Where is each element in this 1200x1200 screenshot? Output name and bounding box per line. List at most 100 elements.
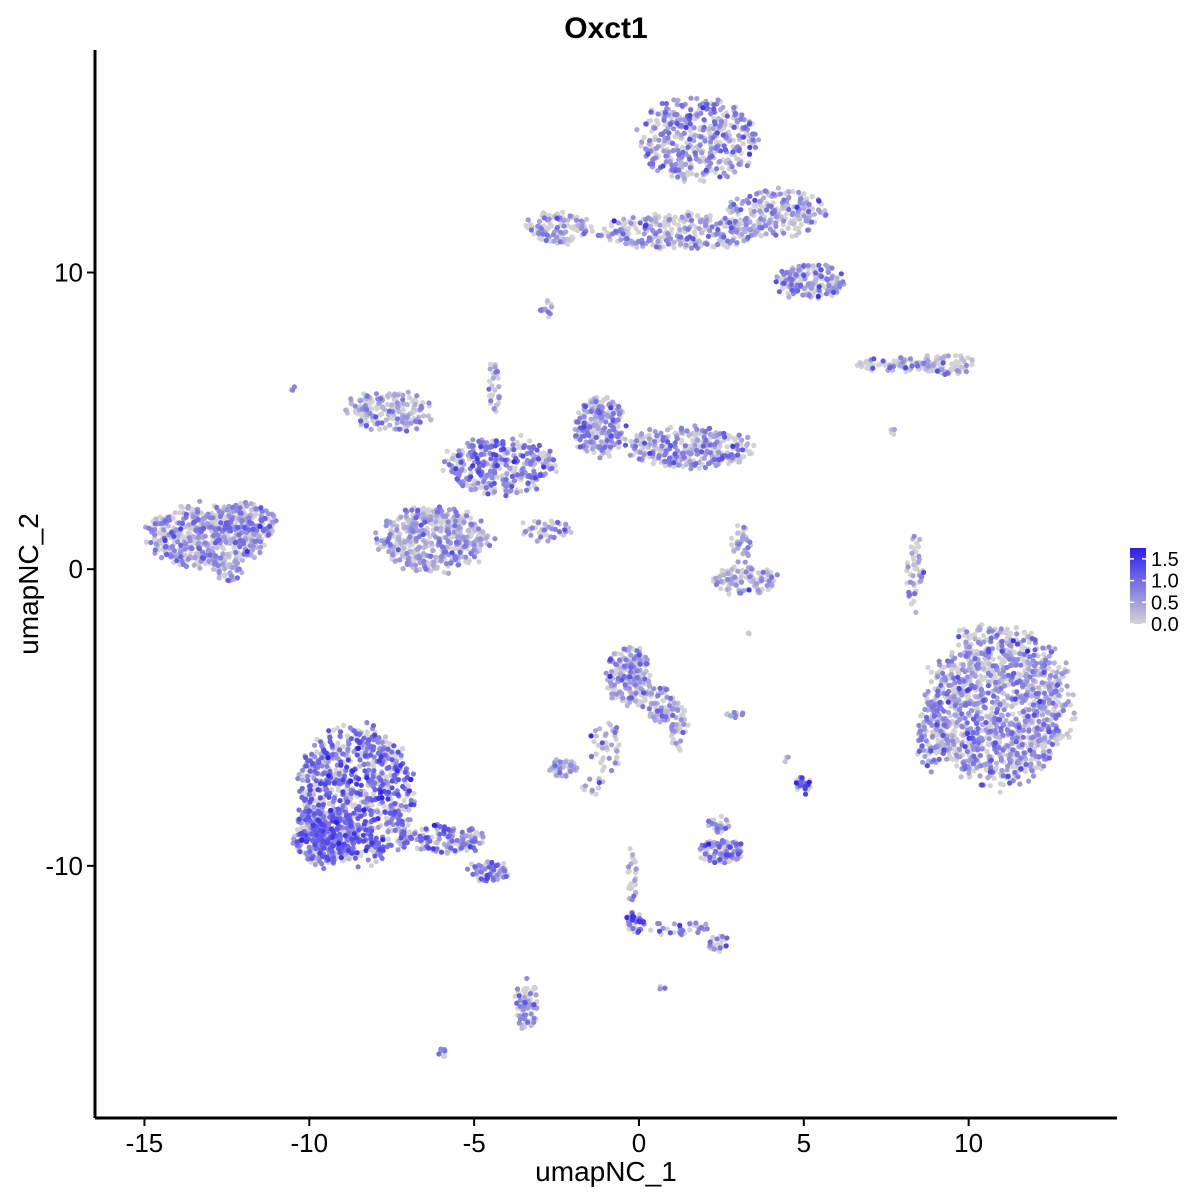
- cell-point: [978, 673, 984, 679]
- cell-point: [751, 202, 757, 208]
- cell-point: [590, 446, 596, 452]
- cell-point: [671, 97, 677, 103]
- cell-point: [652, 700, 658, 706]
- cell-point: [401, 545, 407, 551]
- cell-point: [987, 783, 993, 789]
- cell-point: [541, 450, 547, 456]
- cell-point: [737, 459, 743, 465]
- cell-point: [531, 984, 538, 991]
- cell-point: [984, 748, 990, 755]
- cell-point: [747, 451, 753, 457]
- cell-point: [1035, 685, 1041, 691]
- cell-point: [965, 355, 971, 361]
- cell-point: [638, 143, 644, 149]
- cell-point: [687, 927, 693, 933]
- cell-point: [177, 510, 183, 516]
- cell-point: [396, 537, 402, 543]
- cell-point: [401, 401, 407, 407]
- cell-point: [687, 128, 693, 134]
- cell-point: [294, 827, 301, 833]
- cell-point: [944, 756, 950, 762]
- cell-point: [405, 822, 411, 828]
- cell-point: [729, 535, 735, 542]
- cell-point: [346, 856, 352, 862]
- cell-point: [357, 398, 364, 404]
- cell-point: [433, 519, 439, 525]
- cell-point: [740, 141, 746, 147]
- cell-point: [977, 627, 983, 633]
- cell-point: [674, 101, 680, 108]
- cell-point: [373, 530, 379, 536]
- cell-point: [382, 425, 388, 431]
- cell-point: [1063, 660, 1069, 666]
- cell-point: [686, 432, 692, 439]
- cell-point: [405, 389, 411, 395]
- cell-point: [689, 171, 695, 177]
- cell-point: [239, 557, 245, 563]
- cell-point: [1026, 778, 1032, 784]
- cell-point: [1022, 629, 1028, 636]
- cell-point: [178, 503, 184, 509]
- cell-point: [398, 514, 404, 520]
- cell-point: [815, 207, 822, 213]
- cell-point: [428, 540, 434, 546]
- cell-point: [811, 211, 818, 217]
- cell-point: [533, 992, 539, 998]
- cell-point: [1023, 673, 1029, 679]
- cell-point: [214, 545, 220, 551]
- cell-point: [726, 591, 732, 597]
- cell-point: [473, 486, 479, 492]
- cell-point: [754, 581, 760, 587]
- cell-point: [808, 285, 814, 291]
- cell-point: [724, 444, 730, 450]
- cell-point: [543, 532, 549, 538]
- cell-point: [911, 562, 917, 568]
- cell-point: [197, 498, 203, 504]
- cell-point: [1067, 727, 1074, 733]
- cell-point: [1052, 695, 1058, 701]
- cell-point: [523, 223, 529, 229]
- cell-point: [389, 402, 395, 408]
- cell-point: [623, 241, 629, 247]
- cell-point: [375, 824, 381, 831]
- cell-point: [949, 361, 955, 367]
- cell-point: [593, 733, 599, 739]
- cell-point: [622, 436, 628, 442]
- cell-point: [387, 422, 393, 428]
- cell-point: [490, 375, 496, 381]
- cell-point: [675, 222, 681, 228]
- cell-point: [501, 861, 507, 867]
- cell-point: [655, 121, 661, 127]
- cell-point: [960, 662, 966, 668]
- cell-point: [619, 221, 626, 228]
- cell-point: [707, 431, 713, 437]
- cell-point: [430, 547, 436, 554]
- cell-point: [720, 104, 726, 110]
- cell-point: [1072, 715, 1078, 722]
- cell-point: [980, 666, 986, 672]
- cell-point: [789, 220, 795, 226]
- cell-point: [953, 713, 959, 719]
- cell-point: [941, 354, 947, 360]
- cell-point: [908, 544, 914, 550]
- cell-point: [735, 559, 741, 565]
- cell-point: [219, 544, 225, 550]
- cell-point: [225, 551, 231, 558]
- cell-point: [755, 570, 762, 576]
- cell-point: [400, 566, 406, 572]
- chart-title: Oxct1: [564, 12, 647, 45]
- cell-point: [928, 679, 935, 685]
- cell-point: [780, 222, 787, 228]
- cell-point: [648, 927, 654, 933]
- cell-point: [419, 527, 425, 533]
- cell-point: [185, 503, 191, 510]
- cell-point: [710, 126, 716, 132]
- cell-point: [929, 669, 935, 675]
- cell-point: [599, 400, 605, 406]
- cell-point: [789, 233, 795, 239]
- cell-point: [694, 172, 700, 178]
- cell-point: [913, 609, 919, 616]
- cell-point: [904, 560, 910, 566]
- cell-point: [512, 993, 518, 999]
- cell-point: [312, 862, 318, 868]
